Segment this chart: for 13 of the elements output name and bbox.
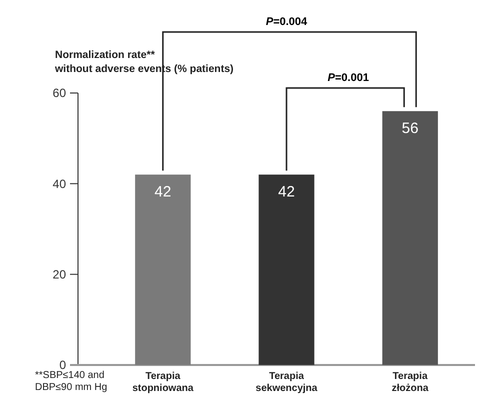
- y-tick-label: 0: [59, 358, 66, 372]
- x-tick-label: Terapia sekwencyjna: [256, 371, 318, 394]
- text: **SBP≤140 and DBP≤90 mm Hg: [35, 370, 108, 393]
- y-tick-label: 60: [52, 86, 66, 100]
- data-label: 42: [278, 184, 295, 201]
- x-tick-label: Terapia stopniowana: [132, 371, 194, 394]
- y-tick-label: 40: [52, 176, 66, 191]
- text: P=0.004: [266, 16, 308, 28]
- data-label: 42: [154, 184, 172, 201]
- data-label: 56: [402, 120, 418, 138]
- text: P=0.001: [328, 72, 369, 84]
- x-tick-label: Terapia złożona: [392, 371, 429, 394]
- y-tick-label: 20: [52, 268, 66, 282]
